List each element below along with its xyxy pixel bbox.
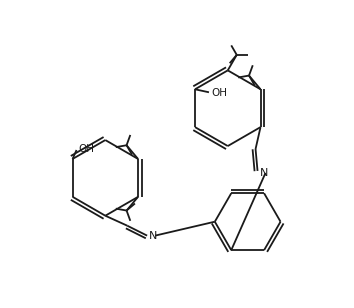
Text: OH: OH: [211, 88, 227, 98]
Text: N: N: [149, 231, 158, 241]
Text: N: N: [259, 168, 268, 178]
Text: OH: OH: [79, 144, 95, 154]
